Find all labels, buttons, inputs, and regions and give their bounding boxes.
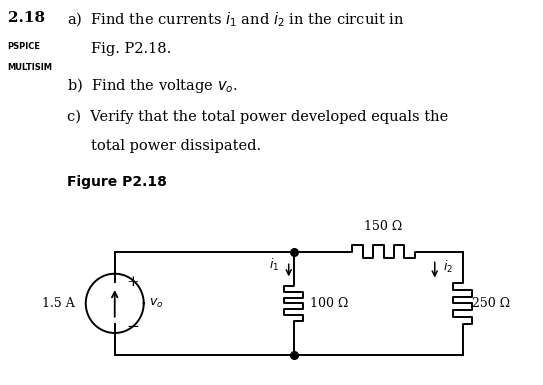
Text: $i_1$: $i_1$ xyxy=(269,257,279,273)
Text: 100 Ω: 100 Ω xyxy=(310,297,348,310)
Text: MULTISIM: MULTISIM xyxy=(8,62,53,72)
Text: c)  Verify that the total power developed equals the: c) Verify that the total power developed… xyxy=(67,109,449,124)
Text: Figure P2.18: Figure P2.18 xyxy=(67,175,167,189)
Text: $i_2$: $i_2$ xyxy=(443,259,453,275)
Text: −: − xyxy=(127,320,140,334)
Text: 1.5 A: 1.5 A xyxy=(42,297,75,310)
Text: +: + xyxy=(127,275,140,289)
Text: a)  Find the currents $i_1$ and $i_2$ in the circuit in: a) Find the currents $i_1$ and $i_2$ in … xyxy=(67,11,405,29)
Text: $v_o$: $v_o$ xyxy=(149,297,163,310)
Text: 250 Ω: 250 Ω xyxy=(472,297,510,310)
Text: b)  Find the voltage $v_o$.: b) Find the voltage $v_o$. xyxy=(67,76,238,95)
Text: PSPICE: PSPICE xyxy=(8,42,41,50)
Text: 150 Ω: 150 Ω xyxy=(364,220,403,233)
Text: total power dissipated.: total power dissipated. xyxy=(91,139,261,153)
Text: Fig. P2.18.: Fig. P2.18. xyxy=(91,42,171,56)
Text: 2.18: 2.18 xyxy=(8,11,45,25)
